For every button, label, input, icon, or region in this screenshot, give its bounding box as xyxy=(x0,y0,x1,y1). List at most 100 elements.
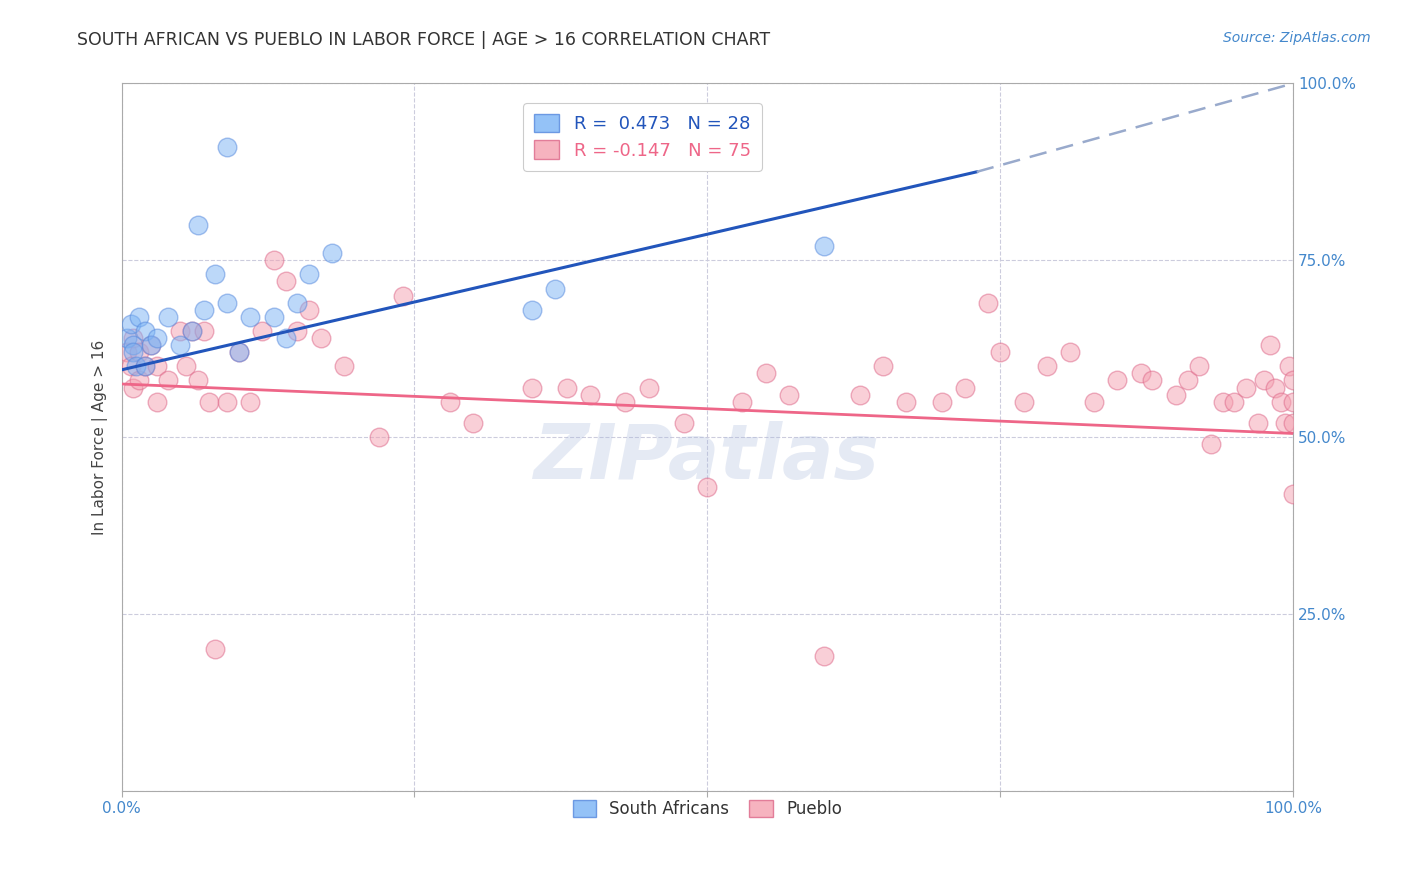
Point xyxy=(180,324,202,338)
Point xyxy=(274,331,297,345)
Point xyxy=(122,331,145,345)
Point xyxy=(239,310,262,324)
Point xyxy=(228,345,250,359)
Point xyxy=(193,302,215,317)
Point xyxy=(1270,394,1292,409)
Point xyxy=(263,253,285,268)
Point xyxy=(134,324,156,338)
Point xyxy=(117,345,139,359)
Point xyxy=(813,239,835,253)
Text: Source: ZipAtlas.com: Source: ZipAtlas.com xyxy=(1223,31,1371,45)
Point xyxy=(187,218,209,232)
Point xyxy=(215,140,238,154)
Point xyxy=(1282,374,1305,388)
Point xyxy=(285,295,308,310)
Y-axis label: In Labor Force | Age > 16: In Labor Force | Age > 16 xyxy=(93,339,108,534)
Point xyxy=(520,302,543,317)
Point xyxy=(1036,359,1059,374)
Point xyxy=(977,295,1000,310)
Point xyxy=(174,359,197,374)
Point xyxy=(1012,394,1035,409)
Point xyxy=(122,338,145,352)
Point xyxy=(157,310,180,324)
Point xyxy=(1223,394,1246,409)
Point xyxy=(1282,416,1305,430)
Point xyxy=(250,324,273,338)
Point xyxy=(1188,359,1211,374)
Point xyxy=(204,642,226,657)
Point xyxy=(1177,374,1199,388)
Point xyxy=(778,387,800,401)
Point xyxy=(614,394,637,409)
Point xyxy=(122,380,145,394)
Point xyxy=(117,331,139,345)
Point xyxy=(122,345,145,359)
Point xyxy=(120,317,142,331)
Point xyxy=(1083,394,1105,409)
Point xyxy=(755,367,778,381)
Point xyxy=(128,374,150,388)
Point xyxy=(368,430,391,444)
Point xyxy=(145,359,167,374)
Point xyxy=(204,268,226,282)
Point xyxy=(439,394,461,409)
Point xyxy=(298,268,321,282)
Point xyxy=(215,394,238,409)
Point xyxy=(139,338,162,352)
Point xyxy=(145,331,167,345)
Point xyxy=(637,380,659,394)
Point xyxy=(145,394,167,409)
Point xyxy=(120,359,142,374)
Point xyxy=(169,338,191,352)
Point xyxy=(1107,374,1129,388)
Point xyxy=(1282,486,1305,500)
Point xyxy=(1258,338,1281,352)
Point xyxy=(1247,416,1270,430)
Point xyxy=(1282,394,1305,409)
Text: ZIPatlas: ZIPatlas xyxy=(534,421,880,495)
Point xyxy=(953,380,976,394)
Point xyxy=(134,359,156,374)
Point xyxy=(309,331,332,345)
Point xyxy=(1059,345,1081,359)
Point xyxy=(1212,394,1234,409)
Point xyxy=(215,295,238,310)
Point xyxy=(988,345,1011,359)
Point xyxy=(239,394,262,409)
Point xyxy=(672,416,695,430)
Point xyxy=(1142,374,1164,388)
Point xyxy=(1253,374,1275,388)
Point xyxy=(813,649,835,664)
Point xyxy=(298,302,321,317)
Point xyxy=(1164,387,1187,401)
Point xyxy=(285,324,308,338)
Point xyxy=(157,374,180,388)
Point xyxy=(134,359,156,374)
Point xyxy=(931,394,953,409)
Point xyxy=(1264,380,1286,394)
Point xyxy=(391,288,413,302)
Point xyxy=(263,310,285,324)
Point xyxy=(333,359,356,374)
Text: SOUTH AFRICAN VS PUEBLO IN LABOR FORCE | AGE > 16 CORRELATION CHART: SOUTH AFRICAN VS PUEBLO IN LABOR FORCE |… xyxy=(77,31,770,49)
Point xyxy=(1278,359,1301,374)
Point xyxy=(696,479,718,493)
Point xyxy=(872,359,894,374)
Point xyxy=(187,374,209,388)
Point xyxy=(124,359,146,374)
Point xyxy=(193,324,215,338)
Point xyxy=(555,380,578,394)
Point xyxy=(198,394,221,409)
Point xyxy=(321,246,343,260)
Point xyxy=(128,345,150,359)
Point xyxy=(274,275,297,289)
Point xyxy=(169,324,191,338)
Point xyxy=(896,394,918,409)
Point xyxy=(579,387,602,401)
Point xyxy=(544,281,567,295)
Point xyxy=(1274,416,1296,430)
Point xyxy=(128,310,150,324)
Point xyxy=(848,387,870,401)
Point xyxy=(520,380,543,394)
Point xyxy=(228,345,250,359)
